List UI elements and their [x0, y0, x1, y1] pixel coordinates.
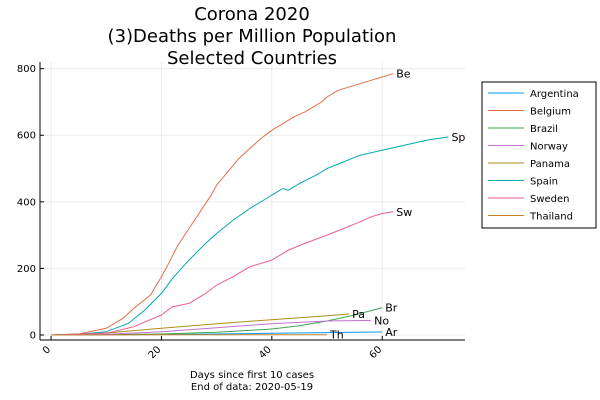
end-label-norway: No [374, 314, 389, 327]
series-line-sweden [50, 211, 394, 336]
y-tick-label: 0 [30, 331, 36, 342]
legend-label-norway: Norway [530, 142, 568, 153]
legend-label-brazil: Brazil [530, 124, 558, 135]
end-label-sweden: Sw [396, 206, 412, 219]
legend: Argentina Belgium Brazil Norway Panama Spain S… [481, 81, 597, 229]
title-line-2: (3)Deaths per Million Population [108, 26, 397, 47]
chart-title: Corona 2020 (3)Deaths per Million Popula… [108, 4, 397, 69]
series [50, 73, 449, 336]
end-label-brazil: Br [385, 302, 398, 315]
legend-label-thailand: Thailand [529, 212, 573, 223]
series-line-norway [50, 319, 372, 336]
end-label-belgium: Be [396, 68, 411, 81]
y-tick-label: 800 [17, 64, 36, 75]
legend-label-argentina: Argentina [530, 89, 579, 100]
x-tick-label: 0 [41, 344, 53, 356]
legend-label-spain: Spain [530, 177, 558, 188]
title-line-3: Selected Countries [167, 48, 337, 69]
legend-label-sweden: Sweden [530, 194, 570, 205]
end-label-argentina: Ar [385, 326, 398, 339]
x-axis-label: Days since first 10 cases [190, 370, 314, 381]
end-label-thailand: Th [329, 329, 344, 342]
series-line-spain [50, 136, 449, 336]
end-of-data-note: End of data: 2020-05-19 [191, 382, 313, 393]
x-tick-label: 60 [368, 344, 385, 361]
end-label-spain: Sp [451, 131, 465, 144]
y-tick-label: 600 [17, 131, 36, 142]
grid [40, 62, 465, 340]
y-tick-label: 400 [17, 197, 36, 208]
title-line-1: Corona 2020 [194, 4, 310, 25]
x-tick-label: 40 [257, 344, 274, 361]
legend-box [481, 81, 597, 229]
legend-label-belgium: Belgium [530, 107, 571, 118]
x-tick-label: 20 [147, 344, 164, 361]
x-axis-title: Days since first 10 cases End of data: 2… [190, 370, 314, 393]
y-tick-label: 200 [17, 264, 36, 275]
end-label-panama: Pa [352, 308, 365, 321]
legend-label-panama: Panama [530, 159, 570, 170]
series-line-belgium [50, 73, 394, 336]
